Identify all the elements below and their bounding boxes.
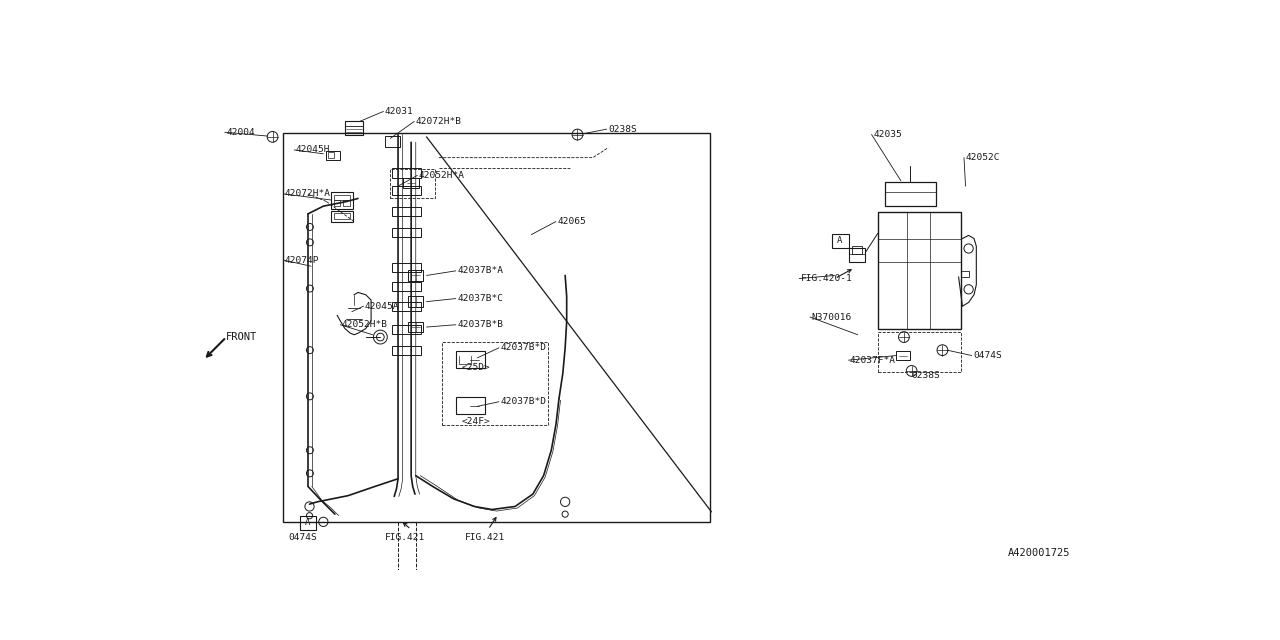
- Bar: [851, 246, 863, 254]
- Bar: [886, 182, 936, 206]
- Text: 42037B*D: 42037B*D: [500, 397, 547, 406]
- Bar: [301, 516, 316, 529]
- Text: 42072H*B: 42072H*B: [416, 117, 462, 126]
- Bar: [328, 152, 334, 159]
- Text: 42037B*B: 42037B*B: [457, 320, 503, 329]
- Bar: [392, 228, 421, 237]
- Text: FIG.420-1: FIG.420-1: [801, 274, 852, 283]
- Bar: [896, 351, 910, 360]
- Bar: [332, 211, 352, 221]
- Bar: [456, 351, 485, 368]
- Bar: [332, 192, 352, 209]
- Text: 0238S: 0238S: [608, 125, 637, 134]
- Text: 0474S: 0474S: [288, 532, 316, 541]
- Bar: [832, 234, 849, 248]
- Bar: [403, 178, 419, 188]
- Text: FRONT: FRONT: [227, 332, 257, 342]
- Bar: [456, 397, 485, 414]
- Bar: [392, 168, 421, 178]
- Bar: [390, 169, 435, 198]
- Text: 42045A: 42045A: [365, 301, 399, 311]
- Bar: [392, 324, 421, 334]
- Text: 42037F*A: 42037F*A: [850, 356, 896, 365]
- Text: A: A: [837, 236, 842, 245]
- Text: FIG.421: FIG.421: [465, 532, 506, 541]
- Bar: [961, 271, 969, 277]
- Bar: [392, 186, 421, 195]
- Bar: [392, 282, 421, 291]
- Text: FIG.421: FIG.421: [385, 532, 425, 541]
- Bar: [326, 150, 340, 160]
- Text: 0238S: 0238S: [911, 371, 941, 380]
- Bar: [408, 270, 424, 281]
- Bar: [392, 346, 421, 355]
- Text: 42045H: 42045H: [296, 145, 330, 154]
- Bar: [334, 213, 349, 220]
- Text: N370016: N370016: [812, 312, 851, 321]
- Text: 42035: 42035: [873, 130, 902, 139]
- Bar: [392, 263, 421, 273]
- Text: 42037B*C: 42037B*C: [457, 294, 503, 303]
- Bar: [408, 296, 424, 307]
- Text: <25D>: <25D>: [462, 364, 490, 372]
- Bar: [392, 301, 421, 311]
- Bar: [385, 136, 401, 147]
- Text: A420001725: A420001725: [1007, 548, 1070, 557]
- Bar: [408, 322, 424, 332]
- Text: 42072H*A: 42072H*A: [285, 189, 330, 198]
- Bar: [878, 212, 961, 330]
- Text: 42052C: 42052C: [965, 153, 1000, 162]
- Bar: [849, 248, 865, 262]
- Bar: [392, 207, 421, 216]
- Bar: [878, 332, 961, 372]
- Bar: [343, 200, 349, 206]
- Text: 42031: 42031: [385, 107, 413, 116]
- Bar: [344, 122, 364, 135]
- Bar: [442, 342, 548, 425]
- Text: <24F>: <24F>: [462, 417, 490, 426]
- Bar: [334, 195, 349, 200]
- Text: 42004: 42004: [227, 128, 255, 137]
- Bar: [283, 133, 710, 522]
- Text: 42065: 42065: [558, 217, 586, 226]
- Text: 42037B*A: 42037B*A: [457, 266, 503, 275]
- Text: 0474S: 0474S: [973, 351, 1002, 360]
- Bar: [334, 200, 340, 206]
- Text: 42037B*D: 42037B*D: [500, 343, 547, 353]
- Text: 42052H*B: 42052H*B: [342, 320, 388, 329]
- Text: 42052H*A: 42052H*A: [419, 171, 465, 180]
- Text: A: A: [305, 518, 311, 527]
- Text: 42074P: 42074P: [285, 255, 320, 264]
